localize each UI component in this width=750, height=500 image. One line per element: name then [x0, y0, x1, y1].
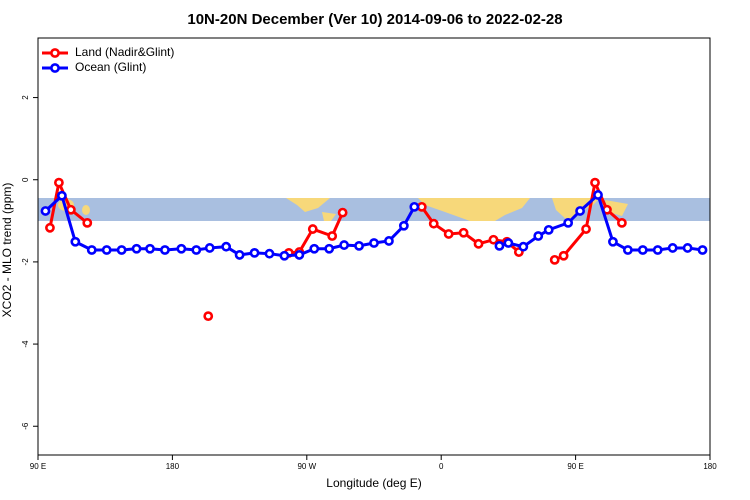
data-point: [191, 245, 202, 255]
data-point: [409, 201, 420, 212]
data-point: [307, 224, 318, 234]
data-point: [428, 218, 439, 229]
data-point: [354, 240, 364, 251]
data-point: [697, 245, 708, 255]
data-point: [204, 243, 215, 253]
data-point: [234, 250, 245, 260]
x-tick-label: 180: [166, 462, 180, 471]
data-point: [203, 311, 214, 322]
data-point: [369, 238, 379, 248]
data-point: [558, 250, 569, 261]
data-point: [458, 227, 469, 238]
data-point: [667, 243, 678, 253]
data-point: [45, 222, 55, 233]
data-point: [176, 243, 187, 254]
data-point: [145, 243, 155, 254]
land-shape: [286, 198, 330, 212]
y-tick-label: 0: [21, 177, 30, 182]
data-point: [264, 248, 275, 259]
x-axis-label: Longitude (deg E): [326, 476, 421, 490]
data-point: [590, 177, 600, 188]
data-point: [563, 217, 574, 228]
data-point: [221, 241, 232, 252]
land-shape: [82, 205, 90, 215]
y-axis-label: XCO2 - MLO trend (ppm): [0, 183, 14, 318]
data-point: [473, 238, 484, 249]
data-point: [637, 245, 648, 255]
data-point: [608, 236, 618, 247]
map-strip: [38, 198, 710, 221]
data-point: [324, 243, 335, 254]
data-point: [160, 245, 170, 255]
data-point: [652, 245, 663, 255]
data-point: [279, 250, 290, 261]
data-point: [543, 224, 554, 235]
legend-label: Land (Nadir&Glint): [75, 45, 174, 59]
data-point: [518, 241, 529, 252]
x-tick-label: 180: [703, 462, 717, 471]
data-point: [56, 190, 67, 201]
data-point: [309, 243, 320, 254]
data-point: [82, 217, 93, 228]
data-point: [494, 240, 505, 251]
y-tick-label: 2: [21, 95, 30, 100]
legend: Land (Nadir&Glint)Ocean (Glint): [42, 45, 174, 74]
x-tick-label: 90 W: [297, 462, 316, 471]
legend-marker: [50, 48, 60, 58]
data-point: [337, 207, 348, 218]
ocean-band: [38, 198, 710, 221]
data-point: [503, 238, 514, 248]
data-point: [249, 247, 260, 258]
y-tick-label: -4: [21, 340, 30, 348]
data-point: [616, 217, 627, 228]
data-point: [131, 243, 142, 254]
y-tick-label: -2: [21, 258, 30, 266]
data-point: [533, 231, 544, 241]
data-point: [622, 245, 633, 255]
legend-marker: [50, 63, 60, 73]
data-point: [339, 240, 350, 250]
plot-frame: [37, 37, 711, 456]
data-point: [54, 177, 64, 188]
x-tick-label: 0: [439, 462, 444, 471]
data-point: [101, 245, 112, 255]
data-point: [593, 190, 603, 200]
data-point: [116, 245, 127, 255]
data-point: [384, 236, 394, 246]
data-point: [581, 224, 591, 234]
data-point: [86, 245, 97, 255]
data-point: [682, 243, 693, 253]
y-tick-label: -6: [21, 422, 30, 430]
data-point: [398, 220, 409, 231]
data-point: [40, 206, 51, 216]
data-point: [416, 201, 427, 212]
data-point: [443, 229, 454, 239]
data-point: [549, 254, 560, 265]
x-tick-label: 90 E: [567, 462, 583, 471]
data-point: [65, 204, 76, 215]
data-point: [488, 234, 499, 245]
land-shape: [322, 212, 336, 221]
data-point: [327, 231, 338, 241]
land-shape: [418, 198, 530, 221]
legend-label: Ocean (Glint): [75, 60, 146, 74]
chart-title: 10N-20N December (Ver 10) 2014-09-06 to …: [187, 11, 562, 28]
data-point: [294, 250, 305, 260]
data-point: [575, 206, 585, 216]
x-tick-label: 90 E: [30, 462, 46, 471]
data-point: [70, 236, 81, 247]
